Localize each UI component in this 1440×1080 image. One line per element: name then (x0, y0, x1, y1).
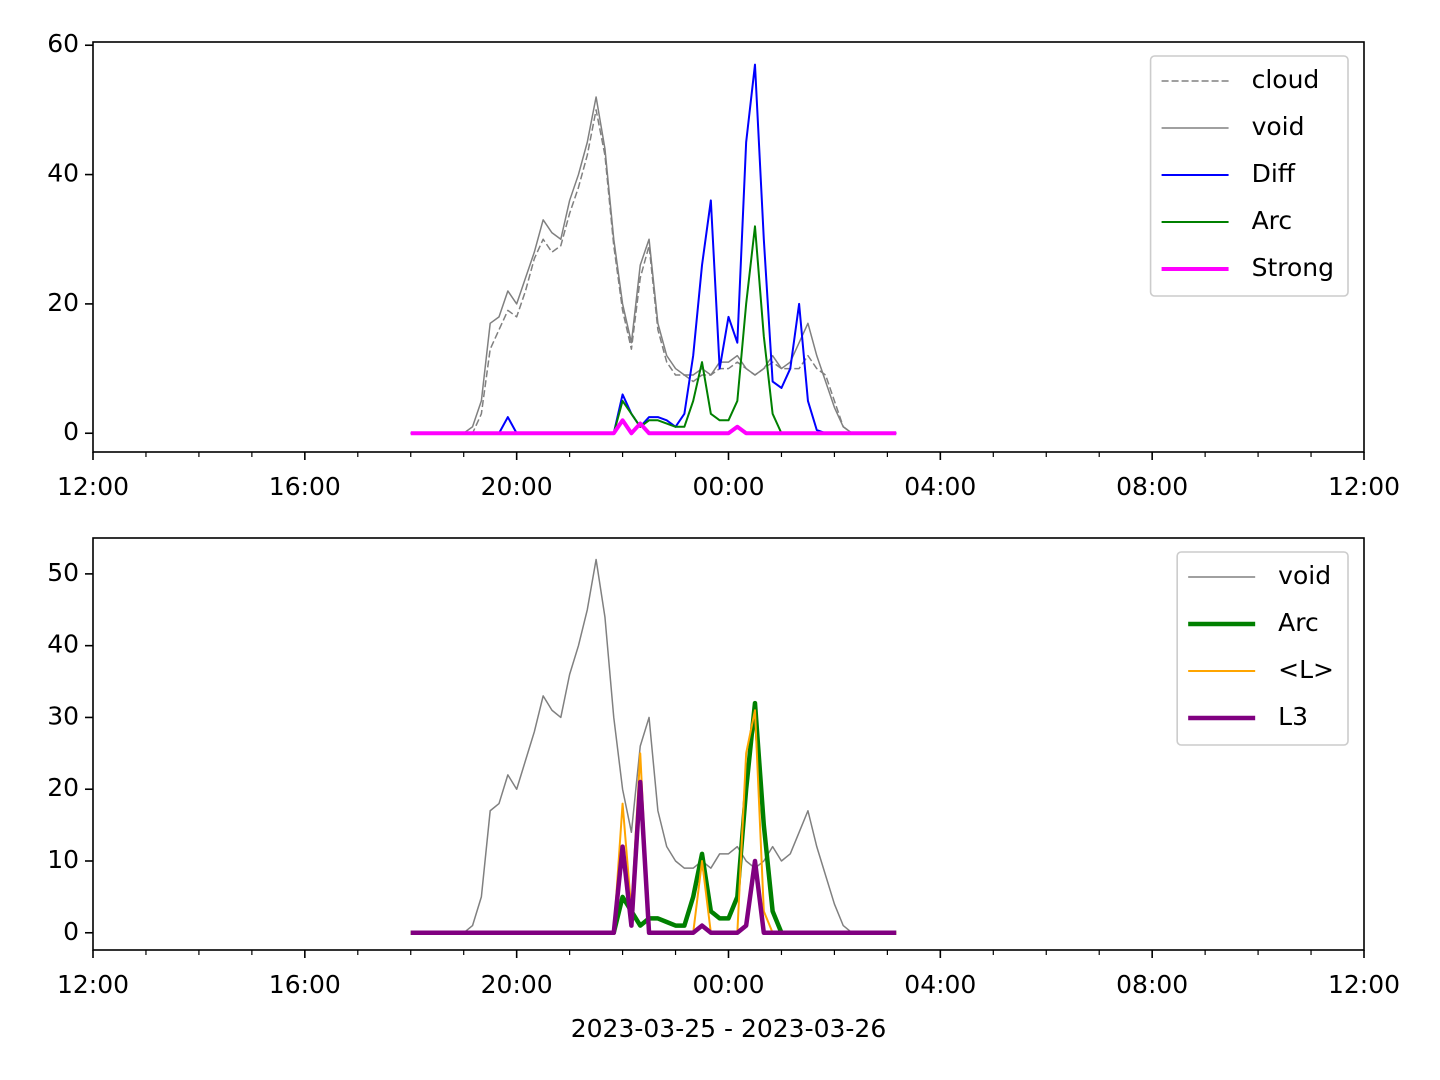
x-tick-label: 08:00 (1116, 472, 1188, 501)
y-tick-label: 20 (47, 773, 79, 802)
y-tick-label: 30 (47, 701, 79, 730)
x-tick-label: 04:00 (904, 970, 976, 999)
series-line (410, 779, 897, 936)
legend-box (1149, 55, 1349, 297)
y-tick-label: 40 (47, 630, 79, 659)
x-tick-label: 08:00 (1116, 970, 1188, 999)
legend-label: Arc (1252, 206, 1293, 235)
series-line (410, 96, 897, 434)
x-tick-label: 00:00 (692, 472, 764, 501)
x-tick-label: 20:00 (481, 472, 553, 501)
x-tick-label: 16:00 (269, 970, 341, 999)
y-tick-label: 0 (63, 917, 79, 946)
legend-label: void (1252, 112, 1305, 141)
x-tick-label: 12:00 (57, 970, 129, 999)
y-tick-label: 0 (63, 417, 79, 446)
series-line (410, 558, 897, 934)
x-tick-label: 12:00 (57, 472, 129, 501)
y-tick-label: 60 (47, 29, 79, 58)
y-tick-label: 50 (47, 558, 79, 587)
legend: cloud void Diff Arc Strong (1149, 55, 1349, 297)
legend-label: Arc (1278, 608, 1319, 637)
y-tick-label: 20 (47, 288, 79, 317)
legend: void Arc <L> L3 (1176, 551, 1349, 746)
series-line (410, 418, 897, 436)
x-tick-label: 12:00 (1328, 970, 1400, 999)
legend-label: void (1278, 561, 1331, 590)
x-tick-label: 04:00 (904, 472, 976, 501)
legend-label: Strong (1252, 253, 1334, 282)
y-tick-label: 40 (47, 159, 79, 188)
legend-label: <L> (1278, 655, 1334, 684)
x-tick-label: 20:00 (481, 970, 553, 999)
legend-label: cloud (1252, 65, 1320, 94)
x-axis-label: 2023-03-25 - 2023-03-26 (571, 1014, 887, 1043)
x-tick-label: 12:00 (1328, 472, 1400, 501)
legend-label: L3 (1278, 702, 1308, 731)
legend-box (1176, 551, 1349, 746)
legend-label: Diff (1252, 159, 1296, 188)
x-tick-label: 00:00 (692, 970, 764, 999)
x-tick-label: 16:00 (269, 472, 341, 501)
y-tick-label: 10 (47, 845, 79, 874)
